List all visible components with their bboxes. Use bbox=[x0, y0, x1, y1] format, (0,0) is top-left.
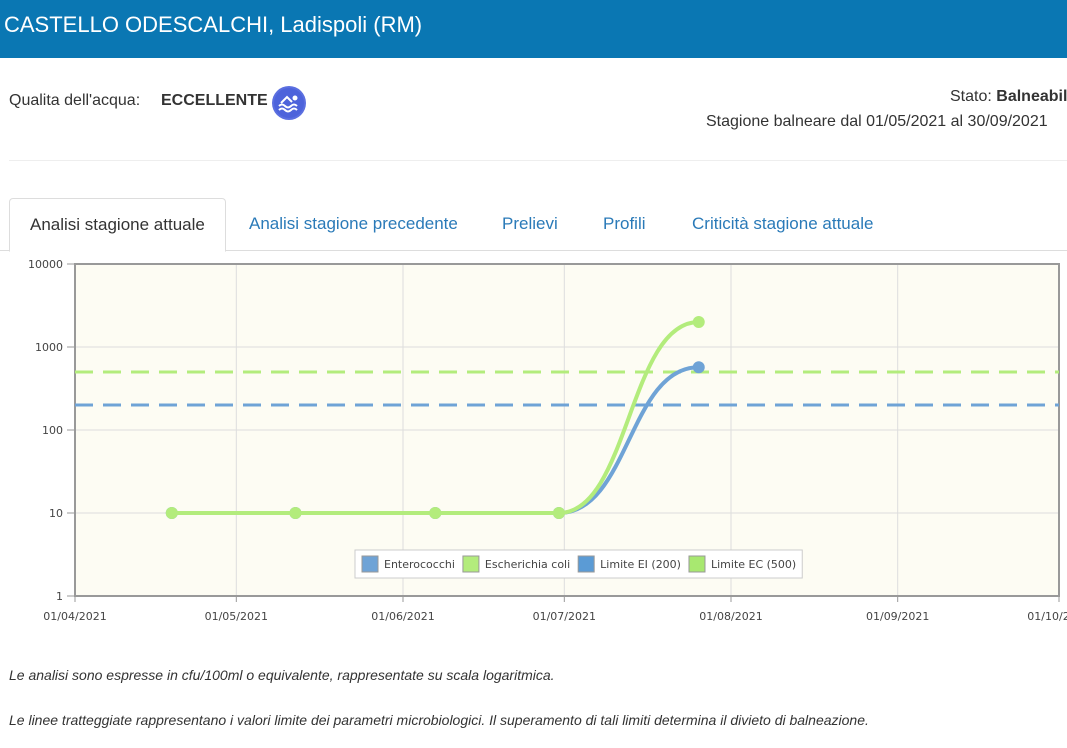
data-point bbox=[552, 507, 565, 519]
data-point bbox=[429, 507, 442, 519]
tab[interactable]: Criticità stagione attuale bbox=[692, 214, 874, 233]
status: Stato: Balneabile bbox=[950, 88, 1067, 106]
y-tick-label: 1000 bbox=[35, 341, 63, 354]
x-tick-label: 01/06/2021 bbox=[371, 610, 434, 623]
x-tick-label: 01/07/2021 bbox=[533, 610, 596, 623]
legend-swatch bbox=[688, 555, 706, 573]
y-tick-label: 1 bbox=[56, 590, 63, 603]
x-tick-label: 01/10/2021 bbox=[1027, 610, 1067, 623]
quality-label: Qualita dell'acqua: bbox=[9, 92, 141, 109]
tab[interactable]: Prelievi bbox=[502, 214, 558, 233]
tab-bar: Analisi stagione attuale Analisi stagione… bbox=[0, 198, 1067, 252]
data-point bbox=[165, 507, 178, 519]
series-line bbox=[171, 320, 699, 515]
page-title: CASTELLO ODESCALCHI, Ladispoli (RM) bbox=[4, 12, 423, 37]
swim-icon bbox=[272, 86, 306, 120]
data-point bbox=[289, 507, 302, 519]
legend-swatch bbox=[577, 555, 595, 573]
status-value: Balneabile bbox=[996, 88, 1067, 105]
tab[interactable]: Analisi stagione precedente bbox=[249, 214, 458, 233]
divider bbox=[9, 160, 1067, 161]
x-tick-label: 01/09/2021 bbox=[866, 610, 929, 623]
legend-label: Escherichia coli bbox=[485, 558, 570, 571]
legend-label: Limite EI (200) bbox=[600, 558, 681, 571]
season: Stagione balneare dal 01/05/2021 al 30/0… bbox=[706, 113, 1048, 130]
data-point bbox=[692, 316, 705, 329]
y-tick-label: 10 bbox=[49, 507, 63, 520]
legend: Enterococchi Escherichia coli Limite EI (2… bbox=[354, 549, 803, 579]
x-tick-label: 01/05/2021 bbox=[205, 610, 268, 623]
header-bar bbox=[0, 0, 1067, 58]
tab[interactable]: Analisi stagione attuale bbox=[9, 198, 226, 252]
legend-label: Limite EC (500) bbox=[711, 558, 796, 571]
x-tick-label: 01/08/2021 bbox=[699, 610, 762, 623]
legend-swatch bbox=[361, 555, 379, 573]
note: Le linee tratteggiate rappresentano i va… bbox=[9, 712, 869, 728]
legend-swatch bbox=[462, 555, 480, 573]
plot-border bbox=[74, 263, 1060, 597]
legend-label: Enterococchi bbox=[384, 558, 455, 571]
status-label: Stato: bbox=[950, 88, 992, 105]
note: Le analisi sono espresse in cfu/100ml o … bbox=[9, 667, 555, 683]
y-tick-label: 10000 bbox=[28, 258, 63, 271]
tab[interactable]: Profili bbox=[603, 214, 646, 233]
y-tick-label: 100 bbox=[42, 424, 63, 437]
x-tick-label: 01/04/2021 bbox=[43, 610, 106, 623]
quality-value: ECCELLENTE bbox=[161, 92, 268, 109]
chart: 1 10 100 1000 10000 01/04/2021 01/05/2021 01/06… bbox=[28, 258, 1067, 623]
data-point bbox=[692, 361, 705, 374]
